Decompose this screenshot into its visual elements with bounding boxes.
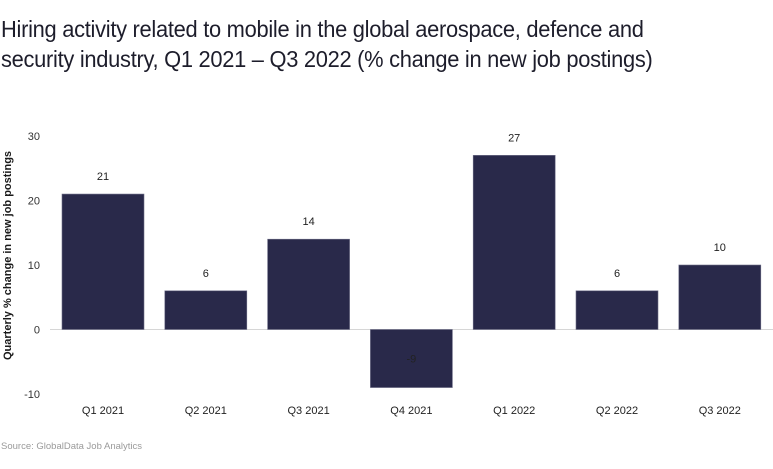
y-tick-label: 30 <box>28 131 40 143</box>
x-tick-label: Q3 2021 <box>287 405 329 417</box>
data-labels: 21 6 14 -9 27 6 10 <box>97 132 726 365</box>
bar-q1-2021 <box>61 193 145 330</box>
data-label: 21 <box>97 171 109 183</box>
data-label: 27 <box>508 132 520 144</box>
y-axis-ticks: 30 20 10 0 -10 <box>24 131 40 401</box>
x-tick-label: Q3 2022 <box>699 405 741 417</box>
x-tick-label: Q2 2021 <box>185 405 227 417</box>
x-axis-labels: Q1 2021 Q2 2021 Q3 2021 Q4 2021 Q1 2022 Q2 20… <box>82 405 741 417</box>
data-label: 6 <box>614 268 620 280</box>
y-tick-label: 20 <box>28 196 40 208</box>
bar-q1-2022 <box>472 155 556 330</box>
bar-q3-2022 <box>678 264 762 330</box>
bar-q2-2022 <box>575 290 659 330</box>
data-label: 6 <box>203 268 209 280</box>
bar-q4-2021 <box>370 329 453 388</box>
x-tick-label: Q1 2022 <box>493 405 535 417</box>
bars <box>61 155 762 388</box>
bar-q3-2021 <box>267 238 350 330</box>
bar-q2-2021 <box>164 290 248 330</box>
x-tick-label: Q1 2021 <box>82 405 124 417</box>
data-label: 14 <box>302 216 314 228</box>
data-label: -9 <box>407 354 417 366</box>
y-tick-label: 10 <box>28 260 40 272</box>
source-note: Source: GlobalData Job Analytics <box>1 441 142 452</box>
y-tick-label: 0 <box>34 325 40 337</box>
x-tick-label: Q4 2021 <box>390 405 432 417</box>
x-tick-label: Q2 2022 <box>596 405 638 417</box>
data-label: 10 <box>714 242 726 254</box>
y-axis-label: Quarterly % change in new job postings <box>2 150 14 360</box>
chart-title: Hiring activity related to mobile in the… <box>1 16 653 72</box>
y-tick-label: -10 <box>24 389 40 401</box>
